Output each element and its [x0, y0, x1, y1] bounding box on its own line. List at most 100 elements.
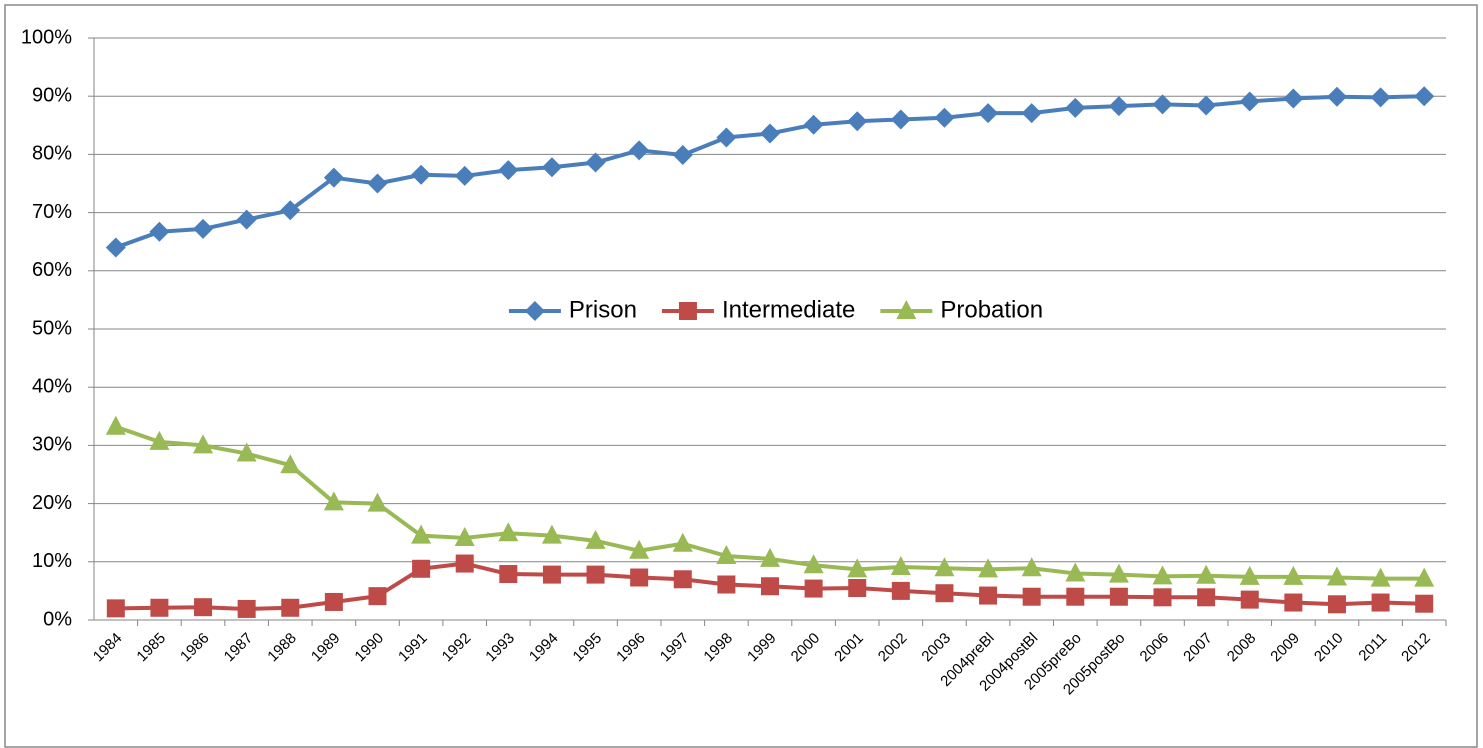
data-point [1239, 565, 1260, 585]
data-point [236, 209, 257, 230]
y-tick-label: 80% [32, 143, 72, 165]
data-point [1240, 590, 1259, 609]
data-point [1196, 95, 1217, 116]
data-point [1066, 587, 1085, 606]
data-point [105, 237, 126, 258]
y-tick-label: 90% [32, 84, 72, 106]
data-point [1414, 567, 1435, 587]
data-point [586, 565, 605, 584]
data-point [499, 565, 518, 584]
data-point [236, 442, 257, 462]
data-point [149, 221, 170, 242]
data-point [1370, 87, 1391, 108]
legend-marker [896, 300, 917, 319]
data-point [411, 524, 432, 544]
data-point [454, 526, 475, 546]
data-point [1326, 566, 1347, 586]
data-point [1196, 564, 1217, 584]
data-point [1153, 588, 1172, 607]
data-point [106, 599, 125, 618]
data-point [237, 599, 256, 618]
data-point [1326, 86, 1347, 107]
data-point [412, 559, 431, 578]
data-point [673, 570, 692, 589]
data-point [847, 111, 868, 132]
data-point [1152, 94, 1173, 115]
data-point [1327, 595, 1346, 614]
data-point [150, 598, 169, 617]
data-point [717, 575, 736, 594]
data-point [1239, 91, 1260, 112]
data-point [193, 218, 214, 239]
data-point [630, 568, 649, 587]
y-tick-label: 60% [32, 259, 72, 281]
data-point [672, 144, 693, 165]
data-point [541, 524, 562, 544]
data-point [629, 539, 650, 559]
y-tick-label: 100% [21, 26, 72, 48]
data-point [716, 544, 737, 564]
data-point [368, 587, 387, 606]
data-point [716, 127, 737, 148]
data-point [1197, 588, 1216, 607]
data-point [803, 554, 824, 574]
data-point [847, 558, 868, 578]
y-tick-label: 50% [32, 317, 72, 339]
data-point [890, 556, 911, 576]
y-tick-label: 20% [32, 492, 72, 514]
data-point [541, 157, 562, 178]
data-point [149, 430, 170, 450]
data-point [761, 577, 779, 596]
data-point [979, 586, 998, 605]
data-point [1065, 562, 1086, 582]
legend-label: Prison [569, 296, 637, 323]
chart-frame [4, 4, 1478, 748]
data-point [1152, 565, 1173, 585]
y-tick-label: 40% [32, 375, 72, 397]
data-point [455, 554, 474, 573]
data-point [890, 109, 911, 130]
data-point [934, 107, 955, 128]
data-point [1109, 587, 1128, 606]
data-point [1370, 567, 1391, 587]
data-point [280, 200, 301, 221]
data-point [411, 164, 432, 185]
data-point [804, 579, 823, 598]
data-point [193, 434, 214, 454]
y-tick-label: 10% [32, 550, 72, 572]
legend-marker [524, 301, 545, 321]
legend-label: Probation [940, 296, 1043, 323]
legend: Prison Intermediate Probation [508, 296, 1043, 323]
data-point [324, 592, 343, 611]
data-point [760, 547, 780, 567]
data-point [1414, 86, 1435, 107]
data-point [281, 598, 300, 617]
data-point [1065, 97, 1086, 118]
data-point [760, 123, 780, 144]
data-point [1021, 103, 1042, 124]
data-point [629, 140, 650, 161]
data-point [978, 558, 999, 578]
y-tick-label: 70% [32, 201, 72, 223]
data-point [935, 584, 954, 603]
data-point [1283, 88, 1304, 109]
data-point [367, 173, 388, 194]
data-point [454, 165, 475, 186]
data-point [542, 565, 561, 584]
data-point [323, 491, 344, 511]
data-point [105, 415, 126, 435]
data-point [1108, 563, 1129, 583]
data-point [498, 160, 519, 181]
data-point [1371, 593, 1390, 612]
data-point [1108, 96, 1129, 117]
data-point [194, 598, 213, 617]
data-point [672, 532, 693, 552]
data-point [978, 103, 999, 124]
y-tick-label: 0% [43, 608, 72, 630]
data-point [498, 522, 519, 542]
data-point [1415, 594, 1434, 613]
data-point [803, 114, 824, 135]
data-point [1021, 557, 1042, 577]
data-point [1022, 587, 1041, 606]
